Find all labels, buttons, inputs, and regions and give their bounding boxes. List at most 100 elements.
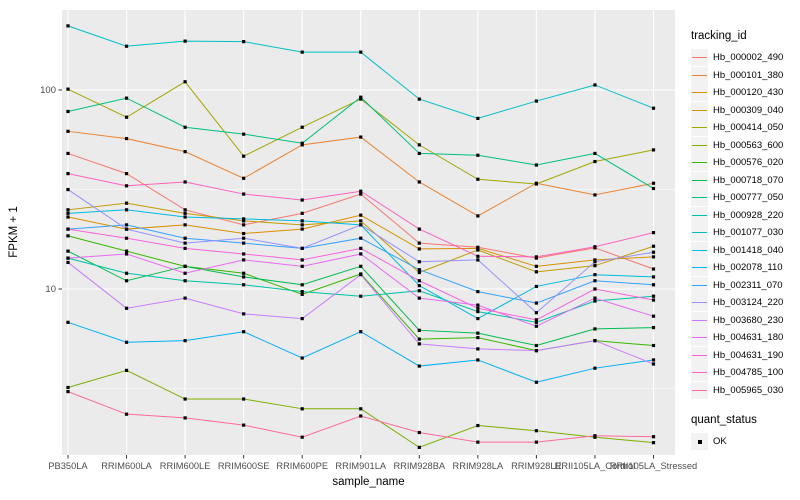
data-point <box>124 249 129 253</box>
legend-key-line-icon <box>692 162 707 164</box>
data-point <box>417 260 421 264</box>
data-point <box>359 213 363 217</box>
data-point <box>300 356 304 360</box>
x-tick-label: PB350LA <box>48 461 88 471</box>
data-point <box>651 106 656 110</box>
legend-item-label: Hb_003124_220 <box>713 297 784 309</box>
data-point <box>593 260 597 264</box>
data-point <box>242 275 246 279</box>
data-point <box>242 219 246 223</box>
data-point <box>300 290 304 294</box>
legend-key-box <box>691 66 708 84</box>
legend-key-box <box>691 84 708 102</box>
legend-key-line-icon <box>692 109 707 111</box>
legend-key-line-icon <box>692 197 707 199</box>
data-point <box>183 180 187 184</box>
data-point <box>242 271 246 275</box>
data-point <box>242 312 246 316</box>
data-point <box>242 223 246 227</box>
data-point <box>476 331 480 335</box>
legend-item-label: Hb_001077_030 <box>713 227 784 239</box>
legend-key-line-icon <box>692 267 707 269</box>
data-point <box>242 154 246 158</box>
data-point <box>476 358 480 362</box>
data-point <box>242 217 246 221</box>
data-point <box>183 208 187 212</box>
data-point <box>183 215 187 219</box>
x-tick-label: RRIM600SE <box>218 461 270 471</box>
data-point <box>651 441 656 445</box>
data-point <box>359 189 363 193</box>
x-axis-title: sample_name <box>332 476 405 488</box>
data-point <box>183 211 187 215</box>
legend-item-label: Hb_000101_380 <box>713 69 784 81</box>
legend-title-tracking-id: tracking_id <box>691 30 747 42</box>
data-point <box>417 289 421 293</box>
legend-item-label: Hb_000120_430 <box>713 87 784 99</box>
legend-item-Hb_001077_030: Hb_001077_030 <box>691 224 799 242</box>
data-point <box>66 256 70 260</box>
legend-key-box <box>691 364 708 382</box>
legend-key-line-icon <box>692 57 707 59</box>
data-point <box>417 241 421 245</box>
legend-item-label: Hb_000309_040 <box>713 104 784 116</box>
data-point <box>651 314 656 318</box>
data-point <box>300 292 304 296</box>
data-point <box>300 227 304 231</box>
x-tick-label: RRII105LA_Stressed <box>610 461 697 471</box>
data-point <box>476 423 480 428</box>
data-point <box>124 306 129 310</box>
data-point <box>359 294 363 298</box>
data-point <box>242 192 246 196</box>
data-point <box>359 219 363 223</box>
legend-key-box <box>691 49 708 67</box>
data-point <box>359 273 363 277</box>
data-point <box>66 234 70 238</box>
data-point <box>359 330 363 334</box>
data-point <box>593 299 597 303</box>
data-point <box>593 327 597 331</box>
data-point <box>651 186 656 191</box>
data-point <box>66 151 70 156</box>
data-point <box>476 335 480 340</box>
data-point <box>300 198 304 202</box>
legend-item-label: Hb_002078_110 <box>713 262 783 274</box>
data-point <box>534 320 538 324</box>
data-point <box>242 330 246 334</box>
data-point <box>183 80 187 84</box>
data-point <box>359 135 363 139</box>
data-point <box>66 249 70 253</box>
data-point <box>300 143 304 147</box>
y-tick-label: 10 <box>45 284 56 295</box>
data-point <box>124 236 129 240</box>
legend-items: Hb_000002_490 Hb_000101_380 Hb_000120_430 H… <box>691 49 799 399</box>
legend-key-box <box>691 259 708 277</box>
data-point <box>300 223 304 227</box>
y-tick-label: 100 <box>40 85 56 96</box>
data-point <box>534 324 538 328</box>
data-point <box>124 271 129 275</box>
data-point <box>183 397 187 401</box>
legend-item-Hb_001418_040: Hb_001418_040 <box>691 241 799 260</box>
legend-item-Hb_000120_430: Hb_000120_430 <box>691 84 799 102</box>
data-point <box>534 349 538 353</box>
data-point <box>300 219 304 223</box>
legend-key-line-icon <box>692 179 707 181</box>
legend-key-box <box>691 381 708 399</box>
legend-key-box <box>691 241 708 259</box>
legend-key-box <box>691 119 708 137</box>
legend-key-box <box>691 224 708 242</box>
data-point <box>300 211 304 215</box>
data-point <box>359 264 363 268</box>
data-point <box>651 362 656 366</box>
legend-key-box <box>691 311 708 329</box>
legend-key-line-icon <box>692 127 707 129</box>
x-tick-label: RRII105LA_Control <box>555 461 636 471</box>
data-point <box>183 279 187 283</box>
data-point <box>183 39 187 43</box>
data-point <box>651 244 656 248</box>
data-point <box>534 380 538 384</box>
data-point <box>183 236 187 240</box>
legend-item-Hb_000563_600: Hb_000563_600 <box>691 136 799 155</box>
